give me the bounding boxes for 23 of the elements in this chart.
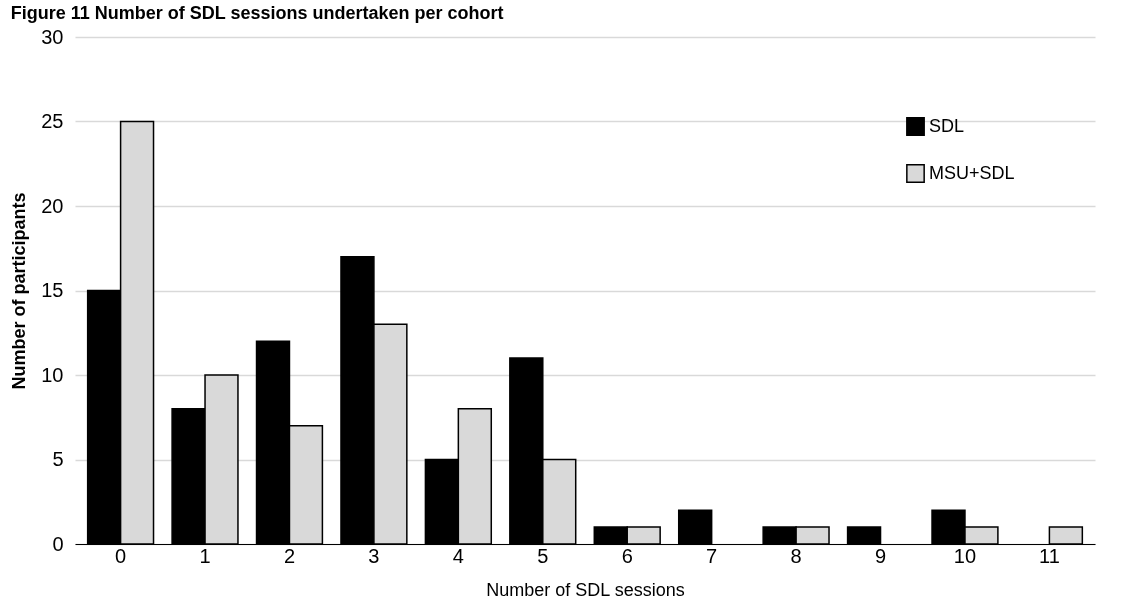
x-tick-label: 10	[953, 544, 977, 567]
chart-title: Figure 11 Number of SDL sessions undertaken per cohort	[10, 3, 504, 23]
x-tick-label: 7	[706, 544, 718, 567]
y-axis-title: Number of participants	[9, 192, 30, 390]
x-tick-label: 5	[537, 544, 549, 567]
x-tick-label: 8	[790, 544, 802, 567]
y-tick-label: 10	[41, 363, 64, 386]
x-tick-label: 1	[199, 544, 211, 567]
legend-label: SDL	[929, 115, 965, 136]
x-axis-title: Number of SDL sessions	[486, 579, 685, 600]
y-tick-label: 30	[41, 25, 64, 48]
y-tick-label: 5	[52, 448, 64, 470]
x-tick-label: 0	[115, 544, 127, 567]
legend-label: MSU+SDL	[929, 162, 1015, 183]
y-tick-label: 15	[41, 279, 64, 301]
x-tick-label: 2	[283, 544, 296, 567]
x-tick-label: 4	[452, 544, 464, 567]
x-tick-label: 3	[368, 544, 380, 567]
y-tick-label: 20	[41, 194, 64, 217]
x-tick-label: 6	[621, 544, 633, 567]
x-tick-label: 11	[1039, 544, 1060, 567]
y-tick-label: 25	[41, 110, 64, 132]
x-tick-label: 9	[874, 544, 887, 567]
